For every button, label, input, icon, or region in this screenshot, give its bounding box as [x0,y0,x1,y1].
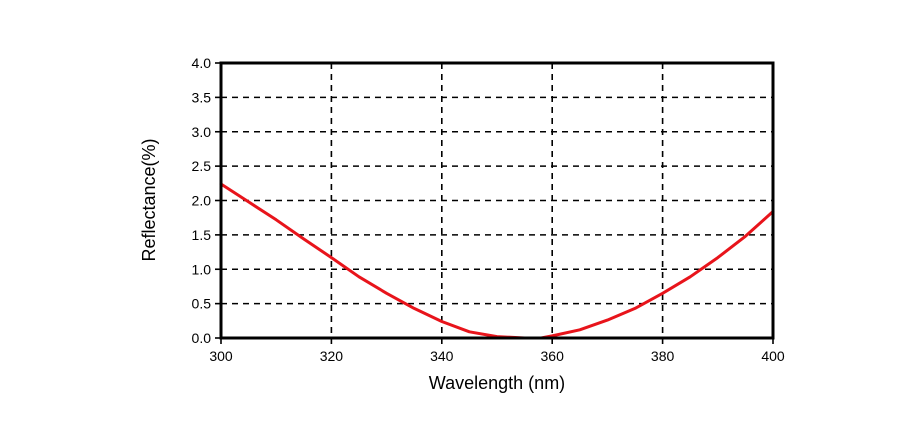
y-tick-label-7: 3.5 [192,89,212,105]
y-tick-label-8: 4.0 [192,55,212,71]
x-tick-label-360: 360 [541,348,565,364]
y-tick-label-1: 0.5 [192,296,212,312]
series-layer [219,182,775,340]
x-tick-label-340: 340 [430,348,454,364]
x-axis-title: Wavelength (nm) [429,373,565,393]
y-tick-label-4: 2.0 [192,193,212,209]
x-tick-label-380: 380 [651,348,675,364]
reflectance-curve-0 [219,182,775,340]
y-axis-title: Reflectance(%) [139,138,159,261]
y-tick-label-3: 1.5 [192,227,212,243]
x-tick-label-320: 320 [320,348,344,364]
x-tick-labels: 300 320 340 360 380 400 [209,348,785,364]
y-tick-label-0: 0.0 [192,330,212,346]
y-tick-label-5: 2.5 [192,158,212,174]
grid-lines [221,63,773,338]
y-tick-label-6: 3.0 [192,124,212,140]
y-tick-label-2: 1.0 [192,261,212,277]
x-tick-label-300: 300 [209,348,233,364]
x-tick-label-400: 400 [761,348,785,364]
ticks [215,62,774,344]
y-tick-labels: 0.0 0.5 1.0 1.5 2.0 2.5 3.0 3.5 4.0 [192,55,212,346]
